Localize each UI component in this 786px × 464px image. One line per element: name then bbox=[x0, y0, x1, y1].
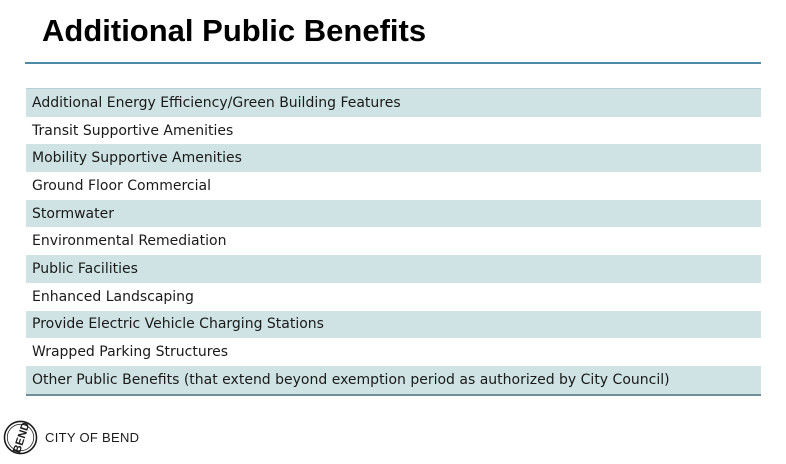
table-row: Stormwater bbox=[26, 199, 761, 228]
organization-name: CITY OF BEND bbox=[45, 430, 140, 445]
table-row: Transit Supportive Amenities bbox=[26, 116, 761, 145]
table-row: Provide Electric Vehicle Charging Statio… bbox=[26, 310, 761, 339]
benefit-label: Public Facilities bbox=[32, 260, 138, 277]
benefit-label: Stormwater bbox=[32, 205, 114, 222]
benefits-table: Additional Energy Efficiency/Green Build… bbox=[26, 88, 761, 396]
benefit-label: Ground Floor Commercial bbox=[32, 177, 211, 194]
table-row: Mobility Supportive Amenities bbox=[26, 144, 761, 173]
page-title: Additional Public Benefits bbox=[42, 13, 427, 48]
benefit-label: Provide Electric Vehicle Charging Statio… bbox=[32, 316, 324, 333]
benefit-label: Other Public Benefits (that extend beyon… bbox=[32, 371, 670, 388]
benefit-label: Transit Supportive Amenities bbox=[32, 122, 234, 139]
table-row: Enhanced Landscaping bbox=[26, 282, 761, 311]
table-row: Ground Floor Commercial bbox=[26, 172, 761, 200]
table-row: Environmental Remediation bbox=[26, 227, 761, 256]
table-row: Other Public Benefits (that extend beyon… bbox=[26, 365, 761, 394]
city-seal-logo: BEND bbox=[3, 420, 38, 455]
benefit-label: Additional Energy Efficiency/Green Build… bbox=[32, 94, 401, 111]
benefit-label: Wrapped Parking Structures bbox=[32, 344, 229, 361]
table-row: Wrapped Parking Structures bbox=[26, 338, 761, 366]
table-row: Additional Energy Efficiency/Green Build… bbox=[26, 89, 761, 117]
title-divider bbox=[25, 62, 761, 64]
benefit-label: Mobility Supportive Amenities bbox=[32, 150, 242, 167]
benefit-label: Enhanced Landscaping bbox=[32, 288, 194, 305]
benefit-label: Environmental Remediation bbox=[32, 233, 227, 250]
table-row: Public Facilities bbox=[26, 255, 761, 283]
